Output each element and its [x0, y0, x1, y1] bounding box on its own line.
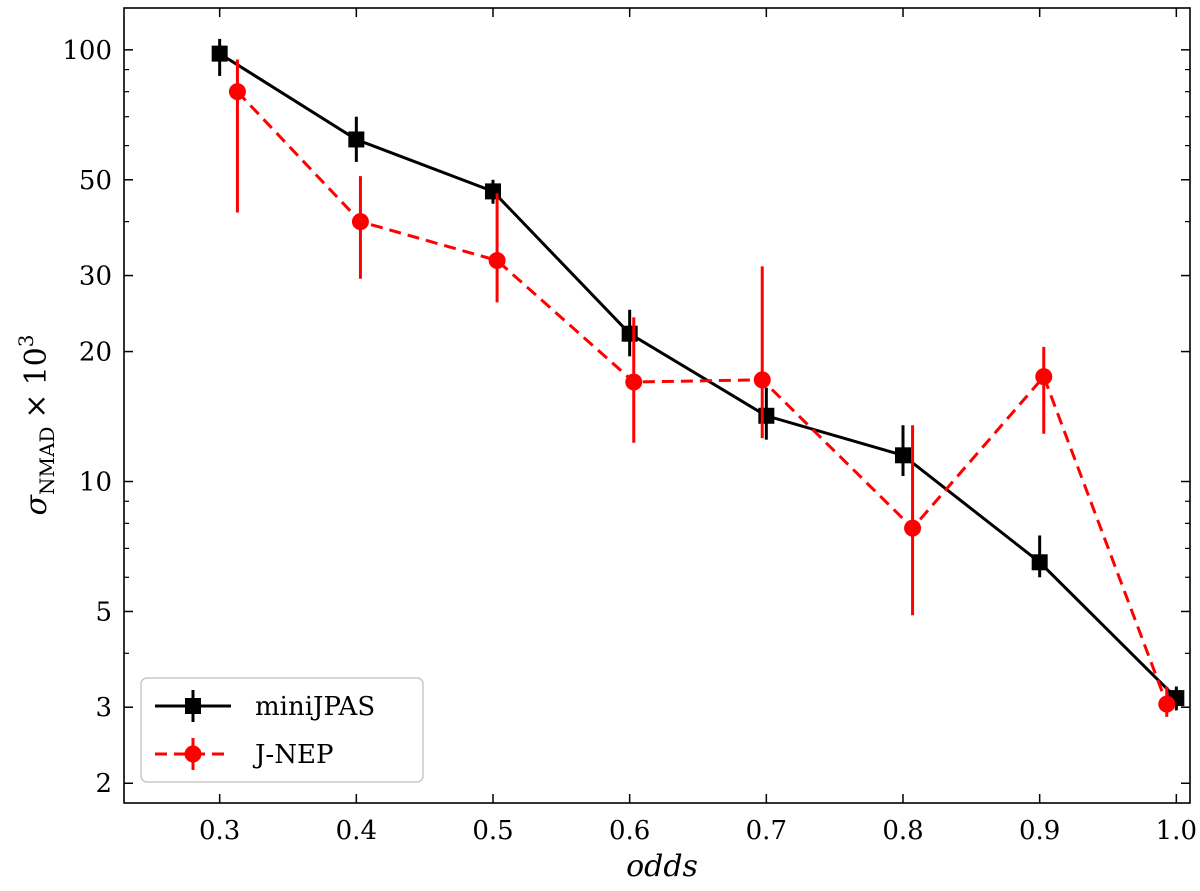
plot-series — [211, 38, 1185, 717]
y-axis-label-group: σNMAD × 103 — [14, 334, 59, 515]
legend: miniJPAS J-NEP — [140, 677, 424, 783]
y-tick-label: 2 — [95, 769, 112, 799]
series-line-j-nep — [236, 90, 1169, 705]
data-point-j-nep — [625, 373, 643, 391]
x-axis-label: odds — [626, 849, 698, 884]
data-point-minijpas — [348, 131, 365, 148]
x-tick-label: 0.7 — [746, 816, 787, 846]
y-axis-label: σNMAD × 103 — [14, 334, 59, 515]
y-tick-label: 50 — [79, 166, 112, 196]
data-point-minijpas — [895, 447, 911, 464]
y-tick-label: 30 — [79, 262, 112, 292]
data-point-j-nep — [351, 213, 369, 231]
y-tick-label: 3 — [95, 693, 112, 723]
x-tick-label: 0.5 — [472, 816, 513, 846]
y-tick-label: 5 — [95, 597, 112, 627]
data-point-minijpas — [1031, 554, 1048, 571]
legend-label-minijpas: miniJPAS — [255, 692, 375, 722]
y-axis-label-base: 10 — [19, 347, 54, 385]
x-tick-label: 1.0 — [1156, 816, 1197, 846]
legend-label-j-nep: J-NEP — [252, 740, 333, 770]
plot-axes: 0.3 0.4 0.5 0.6 0.7 0.8 0.9 1.0 2 3 5 10 20 30 50 100 — [62, 8, 1197, 846]
legend-box — [140, 677, 424, 783]
y-axis-label-superscript: 3 — [14, 334, 38, 347]
y-tick-label: 10 — [79, 468, 112, 498]
x-tick-label: 0.6 — [609, 816, 650, 846]
y-tick-label: 20 — [79, 338, 112, 368]
y-axis-label-main: σ — [19, 494, 54, 516]
plot-frame — [123, 7, 1191, 804]
y-axis-label-subscript: NMAD — [35, 427, 59, 495]
data-point-j-nep — [1035, 368, 1053, 386]
legend-marker-minijpas — [185, 698, 201, 714]
data-point-j-nep — [753, 371, 771, 389]
x-tick-label: 0.4 — [336, 816, 377, 846]
y-axis-label-times: × — [19, 393, 54, 418]
legend-marker-j-nep — [184, 745, 202, 763]
plot-border — [123, 7, 1191, 804]
x-tick-label: 0.3 — [199, 816, 240, 846]
data-point-j-nep — [1158, 695, 1176, 713]
data-point-j-nep — [488, 252, 506, 270]
data-point-j-nep — [228, 83, 246, 101]
y-tick-label: 100 — [62, 36, 112, 66]
data-point-minijpas — [211, 45, 228, 62]
data-point-j-nep — [904, 519, 922, 537]
x-tick-label: 0.8 — [882, 816, 923, 846]
x-tick-label: 0.9 — [1019, 816, 1060, 846]
series-line-minijpas — [218, 52, 1178, 700]
